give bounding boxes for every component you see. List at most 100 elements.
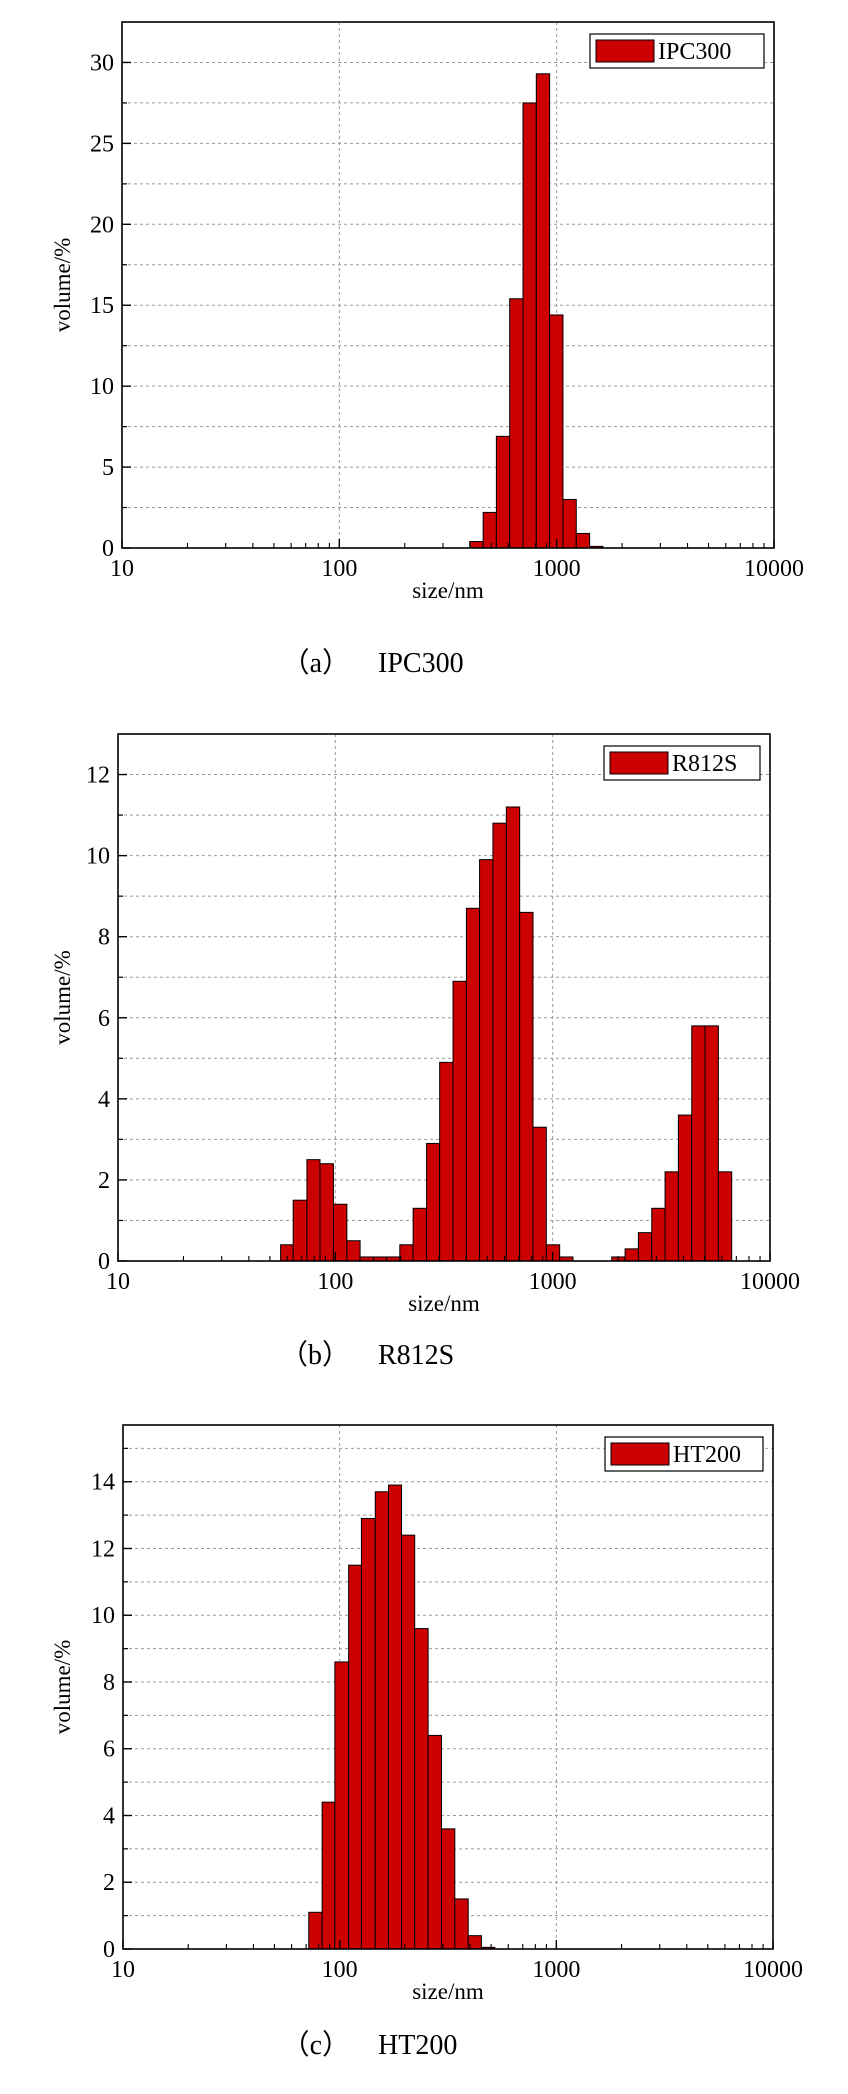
x-tick-label: 10000 bbox=[740, 1269, 800, 1295]
histogram-bar bbox=[532, 1126, 547, 1262]
y-tick-label: 10 bbox=[86, 844, 110, 870]
legend-swatch bbox=[610, 1442, 670, 1466]
y-tick-label: 14 bbox=[91, 1470, 115, 1496]
y-tick-label: 5 bbox=[102, 455, 114, 481]
x-tick-label: 10000 bbox=[743, 1957, 803, 1983]
histogram-bar bbox=[440, 1828, 456, 1950]
histogram-bar bbox=[414, 1628, 429, 1950]
y-tick-label: 8 bbox=[98, 925, 110, 951]
caption-name: R812S bbox=[378, 1340, 454, 1371]
chart-panel-3: 0 2 4 6 8 10 12 14 10 100 1000 10000 size/nm volume/%… bbox=[50, 1424, 803, 2061]
histogram-bar bbox=[399, 1244, 414, 1262]
histogram-bar bbox=[664, 1171, 679, 1262]
histogram-bar bbox=[319, 1163, 334, 1262]
legend-label: HT200 bbox=[673, 1442, 741, 1468]
histogram-bar bbox=[549, 314, 564, 549]
y-tick-label: 25 bbox=[90, 131, 114, 157]
histogram-bar bbox=[651, 1207, 666, 1262]
plot-frame bbox=[122, 1424, 774, 1950]
histogram-bar bbox=[704, 1025, 719, 1262]
histogram-bar bbox=[292, 1199, 308, 1262]
histogram-bar bbox=[334, 1661, 350, 1950]
histogram-bar bbox=[465, 907, 481, 1262]
y-axis-label: volume/% bbox=[50, 950, 75, 1045]
x-tick-label: 1000 bbox=[532, 1957, 580, 1983]
x-tick-label: 100 bbox=[317, 1269, 353, 1295]
caption-label: （c） bbox=[282, 2029, 350, 2061]
x-tick-label: 10 bbox=[111, 1957, 135, 1983]
histogram-bar bbox=[717, 1171, 733, 1262]
y-tick-label: 0 bbox=[98, 1249, 110, 1275]
histogram-bar bbox=[505, 806, 521, 1262]
histogram-bar bbox=[495, 435, 511, 549]
y-tick-label: 30 bbox=[90, 50, 114, 76]
histogram-bar bbox=[308, 1911, 323, 1950]
histogram-bar bbox=[321, 1801, 336, 1950]
y-tick-label: 4 bbox=[98, 1087, 110, 1113]
plot-frame bbox=[121, 21, 775, 549]
chart-panel-2: 0 2 4 6 8 10 12 10 100 1000 10000 size/nm volume/% R8… bbox=[50, 733, 800, 1371]
histogram-bar bbox=[637, 1232, 653, 1262]
x-tick-label: 100 bbox=[321, 556, 357, 582]
histogram-bar bbox=[519, 911, 534, 1262]
y-tick-label: 4 bbox=[103, 1803, 115, 1829]
histogram-bar bbox=[454, 1898, 469, 1950]
histogram-bar bbox=[360, 1517, 376, 1950]
y-tick-label: 0 bbox=[103, 1937, 115, 1963]
caption-label: （b） bbox=[280, 1339, 350, 1371]
histogram-bar bbox=[427, 1734, 442, 1950]
y-tick-label: 6 bbox=[98, 1006, 110, 1032]
histogram-bar bbox=[522, 102, 537, 549]
legend-swatch bbox=[609, 751, 669, 775]
x-tick-label: 10000 bbox=[744, 556, 804, 582]
histogram-bar bbox=[346, 1240, 361, 1262]
histogram-bar bbox=[691, 1025, 706, 1262]
histogram-bar bbox=[348, 1564, 362, 1950]
legend-label: IPC300 bbox=[658, 39, 731, 65]
y-tick-label: 12 bbox=[91, 1536, 115, 1562]
histogram-bar bbox=[306, 1159, 321, 1262]
x-tick-label: 100 bbox=[322, 1957, 358, 1983]
x-tick-label: 10 bbox=[110, 556, 134, 582]
caption-name: HT200 bbox=[378, 2030, 457, 2061]
y-axis-label: volume/% bbox=[50, 1640, 75, 1735]
histogram-bar bbox=[439, 1061, 454, 1262]
histogram-bar bbox=[482, 511, 497, 549]
y-tick-label: 20 bbox=[90, 212, 114, 238]
histogram-bar bbox=[479, 859, 494, 1262]
x-tick-label: 1000 bbox=[533, 556, 581, 582]
histogram-bar bbox=[374, 1491, 389, 1950]
y-tick-label: 6 bbox=[103, 1737, 115, 1763]
chart-panel-1: 0 5 10 15 20 25 30 10 100 1000 10000 size/nm volume/… bbox=[50, 21, 804, 679]
histogram-bar bbox=[624, 1248, 639, 1262]
legend-label: R812S bbox=[672, 751, 737, 777]
histogram-bar bbox=[677, 1114, 693, 1262]
legend-swatch bbox=[595, 39, 655, 63]
histogram-bar bbox=[426, 1142, 441, 1262]
y-axis-label: volume/% bbox=[50, 238, 75, 333]
caption-label: （a） bbox=[282, 647, 350, 679]
histogram-bar bbox=[492, 822, 507, 1262]
x-axis-label: size/nm bbox=[412, 578, 484, 603]
histogram-bar bbox=[575, 532, 591, 549]
x-axis-label: size/nm bbox=[412, 1979, 484, 2004]
caption-name: IPC300 bbox=[378, 648, 464, 679]
y-tick-label: 0 bbox=[102, 536, 114, 562]
histogram-bar bbox=[535, 73, 551, 549]
histogram-bar bbox=[562, 498, 577, 549]
y-tick-label: 2 bbox=[103, 1870, 115, 1896]
x-tick-label: 10 bbox=[106, 1269, 130, 1295]
y-tick-label: 8 bbox=[103, 1670, 115, 1696]
y-tick-label: 10 bbox=[90, 374, 114, 400]
x-tick-label: 1000 bbox=[529, 1269, 577, 1295]
histogram-bar bbox=[401, 1534, 416, 1950]
y-tick-label: 15 bbox=[90, 293, 114, 319]
plot-frame bbox=[117, 733, 771, 1262]
y-tick-label: 10 bbox=[91, 1603, 115, 1629]
histogram-bar bbox=[509, 298, 524, 549]
histogram-bar bbox=[387, 1484, 403, 1950]
x-axis-label: size/nm bbox=[408, 1291, 480, 1316]
histogram-bar bbox=[469, 541, 484, 549]
y-tick-label: 12 bbox=[86, 763, 110, 789]
